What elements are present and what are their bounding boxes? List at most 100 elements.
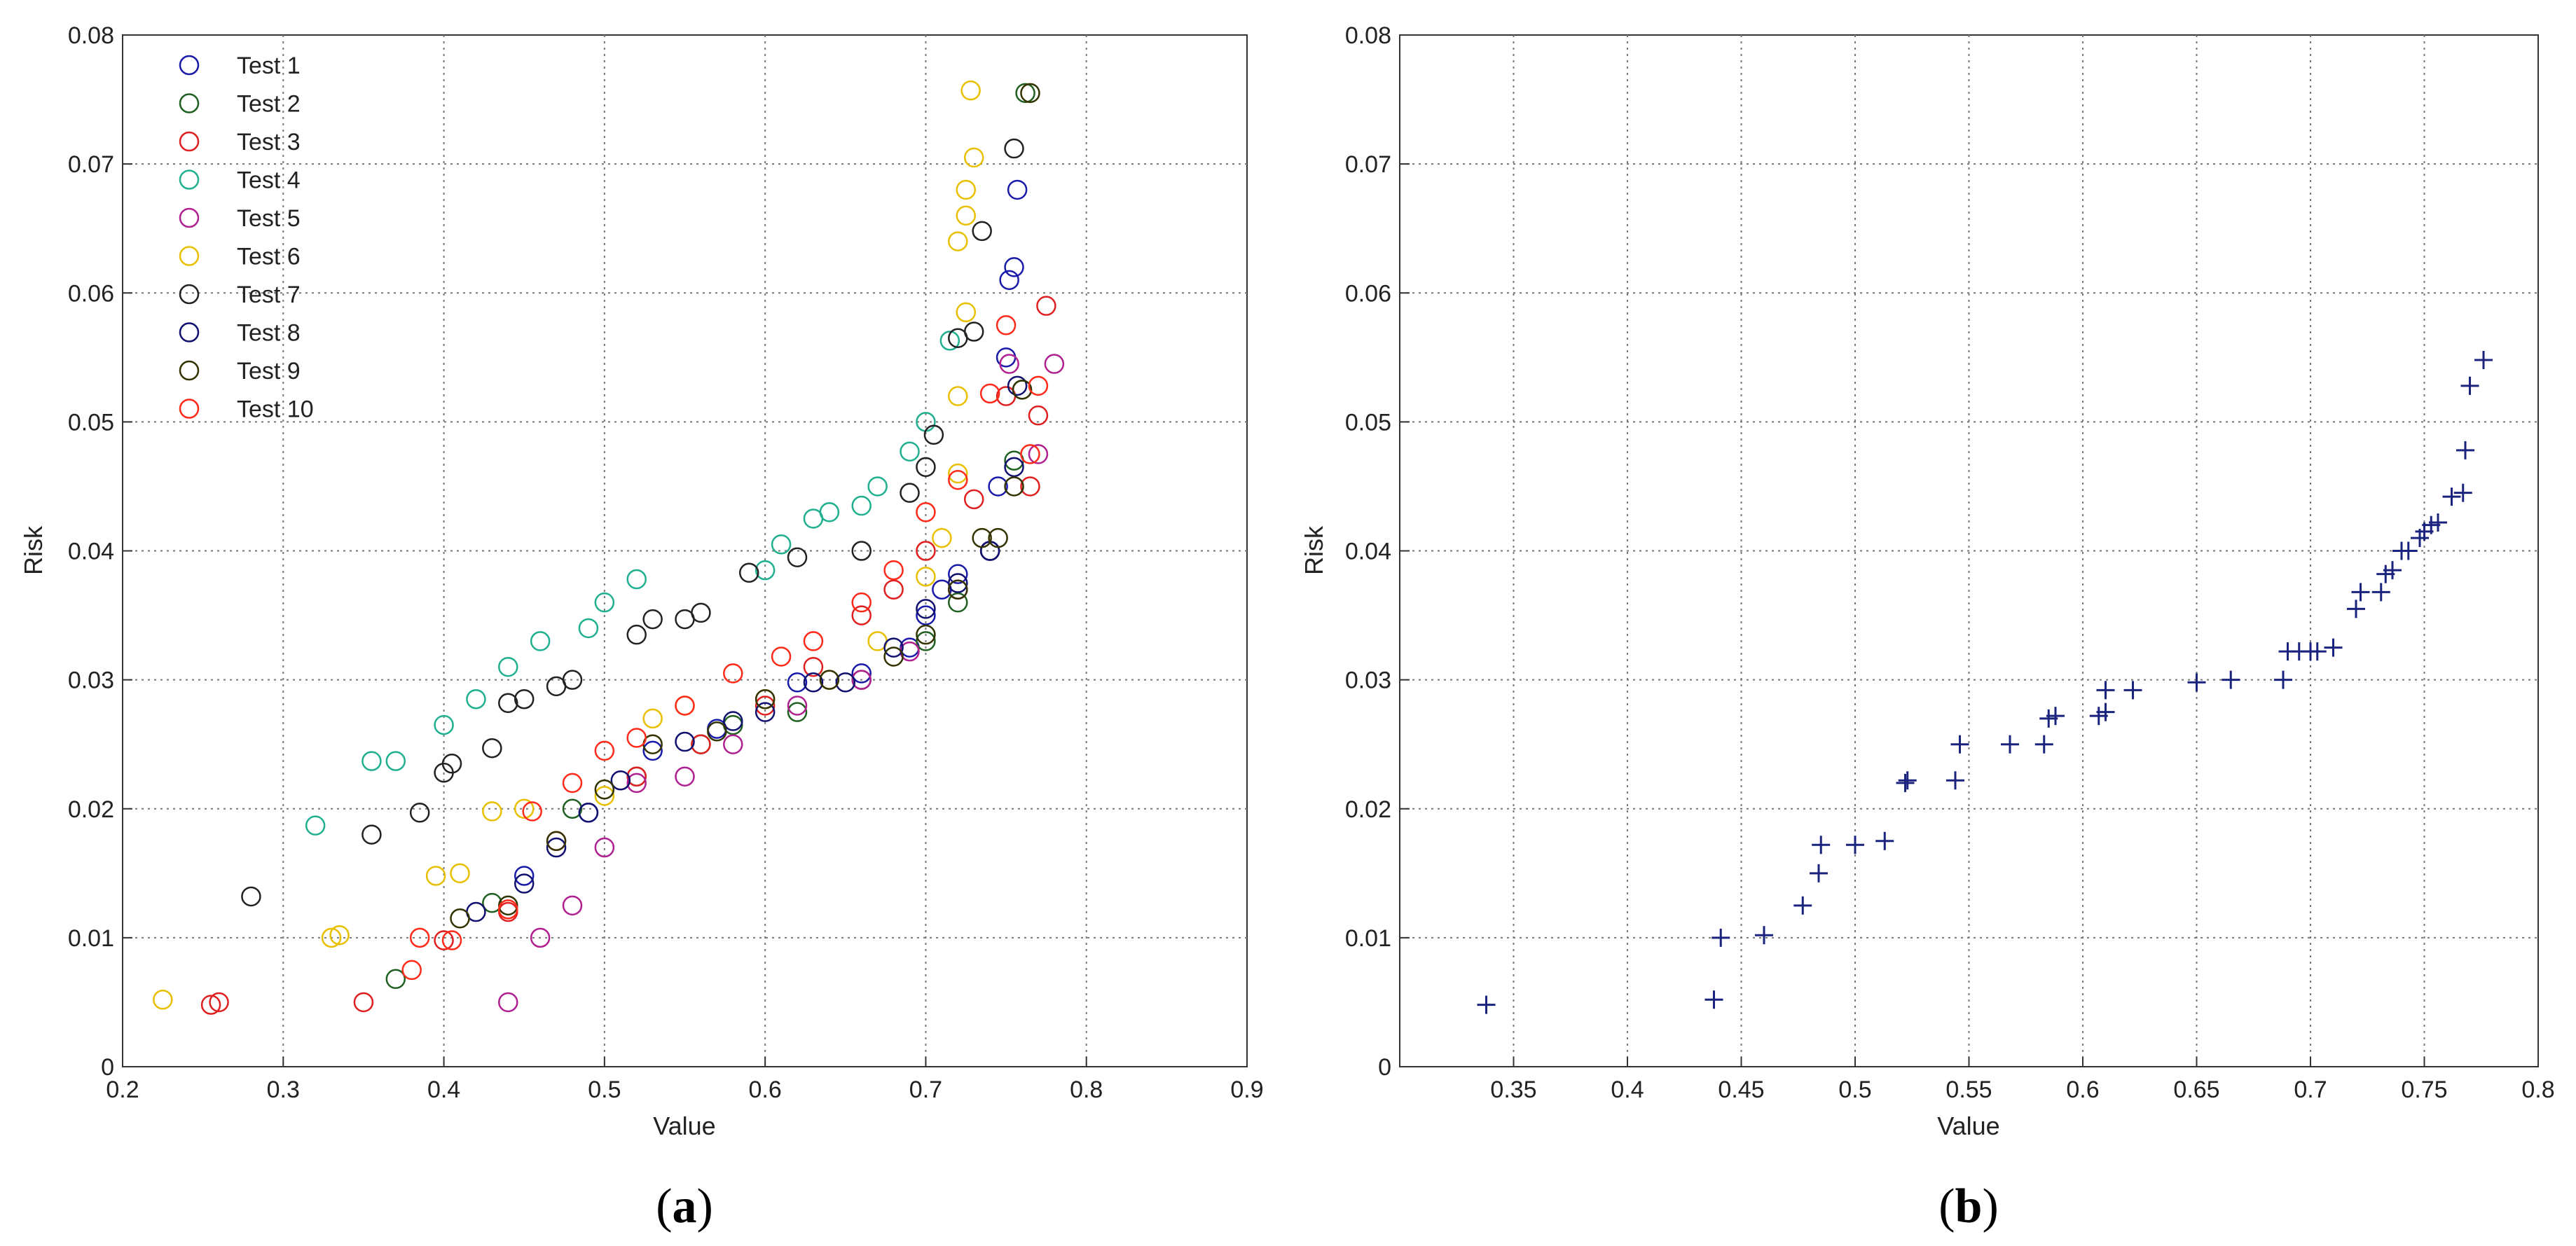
x-tick-label: 0.3 — [267, 1077, 300, 1103]
data-point — [578, 803, 599, 823]
data-point — [1812, 836, 1831, 854]
legend-marker — [179, 169, 200, 190]
data-point — [963, 321, 984, 342]
data-point — [1004, 257, 1024, 277]
y-tick-label: 0.03 — [1345, 667, 1391, 694]
data-point — [916, 605, 936, 625]
legend-marker — [179, 360, 200, 381]
data-point — [723, 663, 743, 684]
data-point — [2222, 670, 2240, 689]
data-point — [450, 863, 470, 884]
data-point — [851, 663, 872, 684]
legend-label: Test 2 — [237, 91, 301, 118]
data-point — [441, 930, 462, 950]
data-point — [691, 734, 711, 754]
data-point — [803, 656, 824, 677]
x-axis-label-b: Value — [1937, 1112, 1999, 1140]
data-point — [2347, 600, 2365, 618]
data-point — [2442, 487, 2461, 506]
y-tick-label: 0.03 — [68, 667, 114, 694]
data-point — [1711, 928, 1730, 947]
data-point — [305, 815, 326, 836]
data-point — [1015, 83, 1035, 104]
x-tick-label: 0.2 — [106, 1077, 139, 1103]
data-point — [999, 270, 1019, 291]
data-point — [883, 637, 904, 658]
data-point — [2474, 350, 2493, 369]
panel-letter-b: b — [1955, 1179, 1983, 1233]
data-point — [916, 631, 936, 651]
data-point — [562, 895, 583, 916]
data-point — [819, 670, 840, 690]
data-point — [675, 731, 695, 752]
data-point — [2096, 681, 2115, 700]
data-point — [482, 801, 502, 822]
x-tick-label: 0.65 — [2173, 1077, 2219, 1103]
data-point — [626, 624, 647, 645]
y-tick-label: 0.07 — [68, 151, 114, 178]
data-point — [2399, 541, 2418, 560]
data-point — [948, 573, 968, 593]
data-point — [948, 564, 968, 584]
series-7 — [241, 138, 1024, 907]
data-point — [434, 714, 454, 735]
data-point — [546, 831, 567, 852]
data-point — [2456, 441, 2474, 459]
data-point — [851, 495, 872, 516]
data-point — [546, 837, 567, 858]
data-point — [482, 738, 502, 759]
data-point — [803, 631, 824, 651]
x-tick-label: 0.6 — [2066, 1077, 2099, 1103]
data-point — [1950, 735, 1969, 754]
data-point — [956, 205, 976, 226]
data-point — [691, 602, 711, 623]
points-a — [153, 80, 1065, 1015]
data-point — [498, 899, 518, 920]
legend-marker — [179, 207, 200, 228]
data-point — [401, 960, 422, 981]
data-point — [1036, 296, 1056, 316]
data-point — [675, 766, 695, 787]
data-point — [932, 527, 952, 548]
legend-label: Test 1 — [237, 53, 301, 79]
x-tick-label: 0.7 — [2294, 1077, 2327, 1103]
data-point — [851, 541, 872, 561]
data-point — [1020, 83, 1040, 104]
y-tick-label: 0.04 — [1345, 539, 1391, 565]
data-point — [755, 695, 776, 716]
data-point — [2001, 735, 2019, 754]
x-tick-label: 0.6 — [749, 1077, 782, 1103]
data-point — [626, 728, 647, 748]
y-ticks-a: 0 0.01 0.02 0.03 0.04 0.05 0.06 0.07 0.08 — [68, 22, 132, 1081]
x-ticks-a: 0.2 0.3 0.4 0.5 0.6 0.7 0.8 0.9 — [106, 1057, 1264, 1103]
data-point — [2274, 670, 2292, 689]
data-point — [153, 990, 173, 1010]
series-9 — [450, 83, 1040, 929]
legend-marker — [179, 399, 200, 419]
data-point — [514, 798, 535, 819]
data-point — [900, 483, 920, 503]
data-point — [594, 592, 615, 613]
data-point — [835, 672, 856, 693]
series-8 — [466, 375, 1028, 922]
x-tick-label: 0.9 — [1230, 1077, 1263, 1103]
data-point — [675, 695, 695, 716]
data-point — [787, 695, 808, 716]
data-point — [948, 592, 968, 613]
data-point — [1898, 771, 1917, 790]
data-point — [923, 424, 944, 445]
data-point — [916, 599, 936, 619]
data-point — [2324, 638, 2343, 657]
y-ticks-b: 0 0.01 0.02 0.03 0.04 0.05 0.06 0.07 0.08 — [1345, 22, 1410, 1081]
data-point — [514, 866, 535, 886]
y-tick-label: 0.08 — [1345, 22, 1391, 49]
data-point — [2460, 376, 2479, 395]
data-point — [803, 672, 824, 693]
data-point — [883, 579, 904, 600]
data-point — [999, 354, 1019, 374]
y-tick-label: 0 — [101, 1054, 114, 1081]
data-point — [916, 567, 936, 587]
legend-marker — [179, 93, 200, 113]
data-point — [916, 502, 936, 522]
chart-panel-a: 0.2 0.3 0.4 0.5 0.6 0.7 0.8 0.9 0 0.01 0.02 0.03 0.… — [19, 22, 1264, 1140]
